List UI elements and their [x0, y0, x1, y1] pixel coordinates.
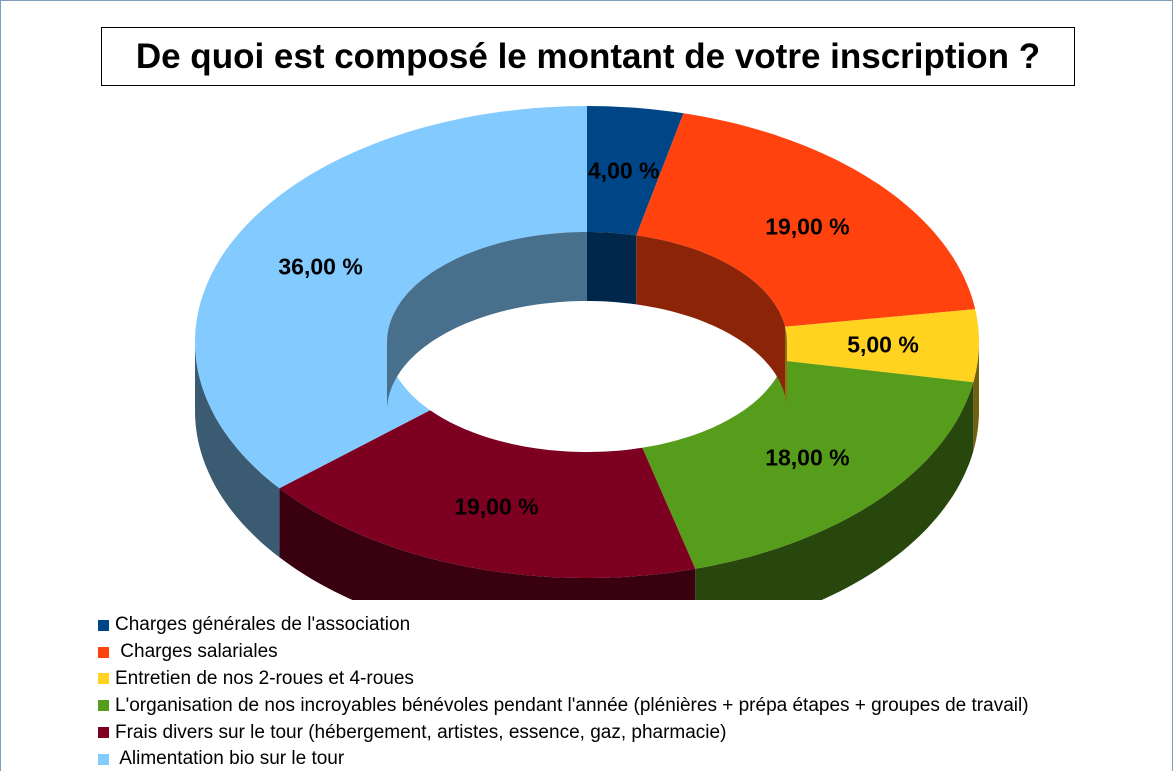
legend-label: Charges générales de l'association	[115, 614, 411, 636]
data-label-1: 4,00 %	[588, 157, 660, 183]
legend-swatch	[98, 753, 109, 765]
legend-label: L'organisation de nos incroyables bénévo…	[115, 694, 1029, 716]
chart-legend: Charges générales de l'association Charg…	[98, 612, 1029, 773]
chart-title: De quoi est composé le montant de votre …	[135, 36, 1041, 76]
legend-swatch	[98, 619, 109, 631]
data-label-3: 5,00 %	[847, 332, 919, 358]
legend-item-3: Entretien de nos 2-roues et 4-roues	[98, 666, 1029, 693]
slice-5	[279, 410, 696, 578]
data-label-5: 19,00 %	[454, 494, 538, 520]
slice-inner-wall-1	[587, 232, 637, 305]
legend-item-1: Charges générales de l'association	[98, 612, 1029, 639]
slice-inner-wall-6-b	[387, 232, 587, 411]
legend-swatch	[98, 673, 109, 685]
slice-3	[784, 309, 979, 383]
legend-label: Entretien de nos 2-roues et 4-roues	[115, 667, 414, 689]
legend-item-2: Charges salariales	[98, 639, 1029, 666]
legend-swatch	[98, 646, 109, 658]
slice-outer-wall-3	[973, 342, 979, 452]
slice-outer-wall-6	[195, 342, 280, 558]
slice-6	[195, 106, 587, 489]
data-label-4: 18,00 %	[765, 445, 849, 471]
legend-item-5: Frais divers sur le tour (hébergement, a…	[98, 719, 1029, 746]
data-label-2: 19,00 %	[765, 214, 849, 240]
legend-swatch	[98, 700, 109, 712]
slice-inner-wall-3	[785, 326, 787, 411]
donut-sides	[195, 342, 979, 600]
slice-inner-wall-2	[636, 235, 785, 396]
legend-item-6: Alimentation bio sur le tour	[98, 746, 1029, 773]
donut-chart: 4,00 % 19,00 % 5,00 % 18,00 % 19,00 % 36,00 %	[195, 106, 979, 600]
legend-label: Charges salariales	[115, 641, 278, 663]
data-label-6: 36,00 %	[278, 254, 362, 280]
slice-1	[587, 106, 684, 236]
legend-label: Frais divers sur le tour (hébergement, a…	[115, 721, 727, 743]
slice-outer-wall-5	[279, 488, 696, 600]
slice-outer-wall-4	[695, 382, 974, 600]
slice-2	[636, 113, 976, 327]
chart-title-box: De quoi est composé le montant de votre …	[101, 27, 1075, 86]
slice-4	[642, 360, 974, 569]
legend-label: Alimentation bio sur le tour	[115, 748, 345, 770]
legend-item-4: L'organisation de nos incroyables bénévo…	[98, 692, 1029, 719]
legend-swatch	[98, 727, 109, 739]
donut-slices	[195, 106, 979, 578]
donut-data-labels: 4,00 % 19,00 % 5,00 % 18,00 % 19,00 % 36,00 %	[278, 157, 918, 519]
